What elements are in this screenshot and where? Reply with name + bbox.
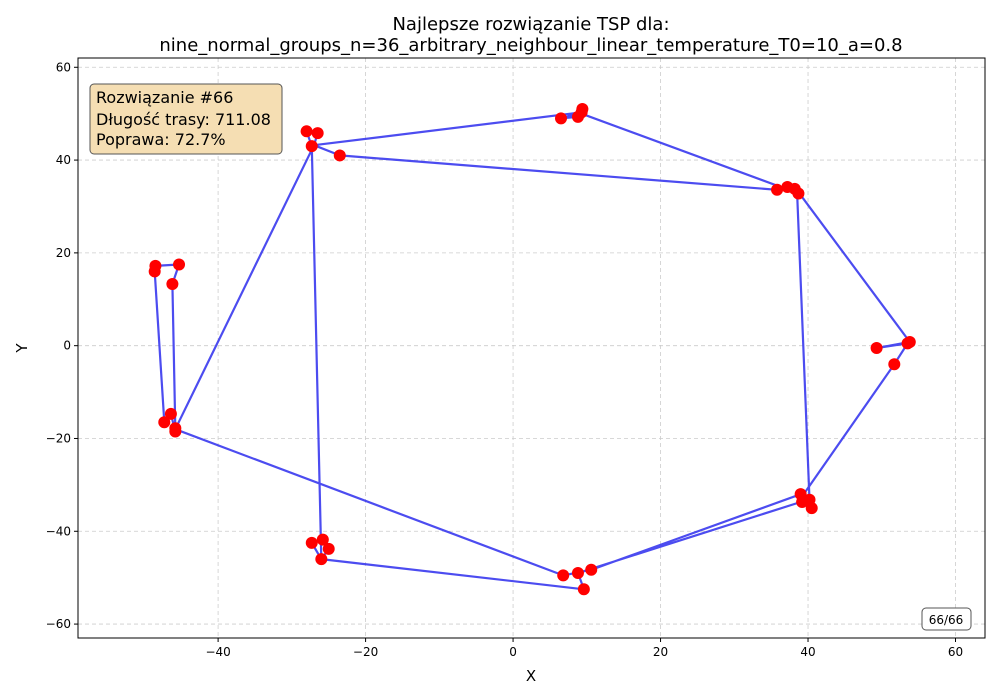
frame-counter: 66/66 (921, 607, 972, 631)
city-point (792, 187, 805, 200)
y-tick-label: −40 (46, 524, 71, 538)
y-tick-label: −20 (46, 431, 71, 445)
frame-counter-text: 66/66 (929, 613, 964, 627)
info-box-background (89, 83, 283, 155)
info-box: Rozwiązanie #66 Długość trasy: 711.08 Po… (89, 83, 283, 155)
route-segment (174, 130, 911, 591)
city-point (169, 425, 182, 438)
city-point (903, 335, 916, 348)
city-point (577, 583, 590, 596)
plot-frame (77, 57, 986, 639)
y-axis-label: Y (13, 343, 31, 354)
city-point (166, 277, 179, 290)
city-point (305, 536, 318, 549)
chart-title-line1: Najlepsze rozwiązanie TSP dla: (392, 14, 669, 35)
chart-title-line2: nine_normal_groups_n=36_arbitrary_neighb… (159, 35, 902, 56)
x-tick-label: 40 (800, 645, 815, 659)
city-point (300, 125, 313, 138)
city-point (148, 265, 161, 278)
y-tick-label: 20 (56, 246, 71, 260)
city-point (557, 569, 570, 582)
route-lines (153, 107, 911, 591)
x-tick-label: 60 (948, 645, 963, 659)
city-point (322, 542, 335, 555)
x-tick-label: 20 (653, 645, 668, 659)
city-point (571, 567, 584, 580)
city-point (805, 502, 818, 515)
city-point (796, 496, 809, 509)
city-point (173, 258, 186, 271)
y-tick-label: 60 (56, 60, 71, 74)
city-point (870, 342, 883, 354)
city-point (315, 553, 328, 566)
city-point (771, 183, 784, 196)
info-solution-number: Rozwiązanie #66 (96, 88, 233, 107)
axis-ticks: −40 −20 0 20 40 60 −60 −40 −20 0 20 40 60 (46, 60, 963, 659)
city-point (576, 103, 589, 116)
x-tick-label: −20 (353, 645, 378, 659)
y-tick-label: −60 (46, 617, 71, 631)
city-point (333, 149, 346, 162)
info-route-length: Długość trasy: 711.08 (96, 110, 271, 129)
city-point (554, 112, 567, 125)
city-point (311, 127, 324, 140)
x-tick-label: 0 (509, 645, 517, 659)
y-tick-label: 40 (56, 153, 71, 167)
city-point (158, 416, 171, 429)
info-improvement: Poprawa: 72.7% (96, 130, 226, 149)
x-tick-label: −40 (205, 645, 230, 659)
route-segment (153, 263, 181, 433)
y-tick-label: 0 (63, 339, 71, 353)
frame-counter-box (921, 607, 972, 631)
city-points (148, 103, 916, 596)
city-point (164, 407, 177, 420)
city-point (316, 533, 329, 546)
city-point (305, 140, 318, 153)
city-point (585, 563, 598, 576)
x-axis-label: X (526, 667, 536, 685)
city-point (888, 358, 901, 371)
grid (78, 58, 985, 638)
